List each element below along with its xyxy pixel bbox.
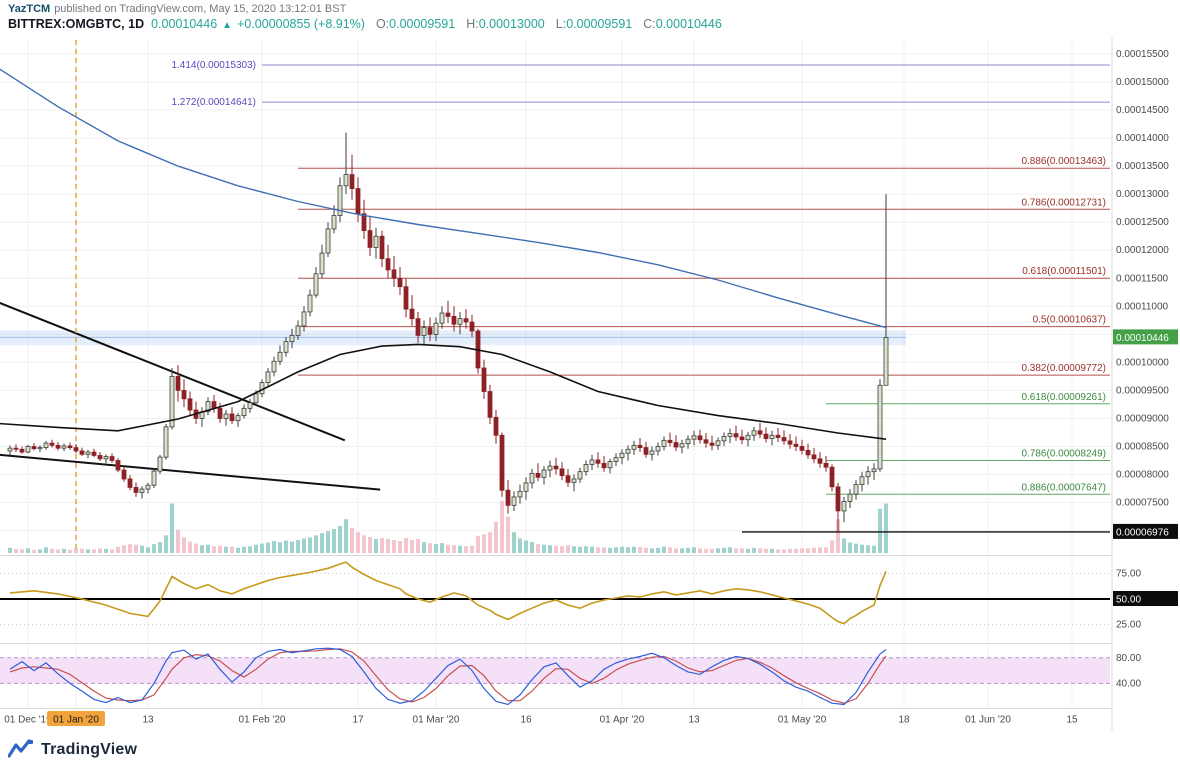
moving-averages [0,68,887,440]
open-value: 0.00009591 [389,17,456,31]
svg-text:0.00009500: 0.00009500 [1116,385,1169,396]
author-name[interactable]: YazTCM [8,3,51,15]
up-arrow-icon: ▲ [222,20,233,31]
svg-text:50.00: 50.00 [1116,595,1141,606]
symbol-info-row: BITTREX:OMGBTC, 1D 0.00010446 ▲ +0.00000855… [8,17,1180,31]
swing-low-badge: 0.00006976 [1113,523,1178,539]
high-value: 0.00013000 [478,17,545,31]
svg-text:0.00007500: 0.00007500 [1116,498,1169,509]
high-label: H: [466,17,479,31]
svg-text:0.00014000: 0.00014000 [1116,133,1169,144]
footer: TradingView [0,732,1180,768]
tradingview-logo-icon[interactable] [8,739,34,761]
svg-text:17: 17 [352,715,364,726]
grid-lines [0,40,1110,708]
rsi-pane [0,561,1110,626]
svg-text:13: 13 [688,715,700,726]
svg-text:0.00006976: 0.00006976 [1116,527,1169,538]
svg-text:01 Feb '20: 01 Feb '20 [239,715,286,726]
svg-text:0.00014500: 0.00014500 [1116,105,1169,116]
svg-text:16: 16 [520,715,532,726]
open-label: O: [375,17,390,31]
svg-text:0.618(0.00011501): 0.618(0.00011501) [1022,266,1106,277]
svg-text:0.00011000: 0.00011000 [1116,301,1169,312]
last-price-badge: 0.00010446 [1113,329,1178,345]
svg-text:0.00013500: 0.00013500 [1116,161,1169,172]
current-price-band [0,330,906,346]
publish-header: YazTCM published on TradingView.com, May … [0,0,1180,38]
svg-text:0.00009000: 0.00009000 [1116,413,1169,424]
last-price: 0.00010446 [151,17,218,31]
ma-blue-line [0,68,887,329]
svg-text:40.00: 40.00 [1116,678,1141,689]
symbol-title[interactable]: BITTREX:OMGBTC, 1D [8,17,145,31]
svg-text:0.786(0.00008249): 0.786(0.00008249) [1021,449,1106,460]
tradingview-wordmark[interactable]: TradingView [41,741,138,758]
svg-text:01 Apr '20: 01 Apr '20 [600,715,645,726]
low-label: L: [555,17,567,31]
low-value: 0.00009591 [566,17,633,31]
svg-text:75.00: 75.00 [1116,568,1141,579]
stoch-k-line [9,647,887,706]
price-axis[interactable]: 0.00015500 0.00015000 0.00014500 0.00014000… [1111,36,1180,731]
svg-text:0.00008000: 0.00008000 [1116,470,1169,481]
price-change: +0.00000855 (+8.91%) [237,17,365,31]
time-axis[interactable]: 01 Dec '19 01 Jan '20 13 01 Feb '20 17 01 Mar… [0,709,1111,731]
svg-text:01 May '20: 01 May '20 [778,715,827,726]
ohlc-close: C:0.00010446 [637,17,727,31]
svg-text:0.00010446: 0.00010446 [1116,333,1169,344]
fib-retracement-lines[interactable]: 0.886(0.00013463) 0.786(0.00012731) 0.618(… [298,156,1110,376]
svg-text:0.5(0.00010637): 0.5(0.00010637) [1033,315,1106,326]
svg-text:0.00010000: 0.00010000 [1116,357,1169,368]
fib-upward-lines[interactable]: 0.618(0.00009261) 0.786(0.00008249) 0.886(… [826,392,1110,495]
fib-extension-lines[interactable]: 1.414(0.00015303) 1.272(0.00014641) [171,60,1110,108]
close-label: C: [643,17,656,31]
svg-text:01 Mar '20: 01 Mar '20 [413,715,460,726]
svg-text:0.00008500: 0.00008500 [1116,441,1169,452]
close-value: 0.00010446 [655,17,722,31]
ma-black-line [0,343,887,440]
stochastic-pane [0,647,1110,706]
rsi-midline-badge: 50.00 [1113,591,1178,606]
volume-layer [8,501,888,553]
svg-text:18: 18 [898,715,910,726]
svg-text:80.00: 80.00 [1116,653,1141,664]
svg-text:01 Jun '20: 01 Jun '20 [965,715,1011,726]
svg-text:0.00013000: 0.00013000 [1116,189,1169,200]
ohlc-low: L:0.00009591 [550,17,637,31]
svg-text:0.00012500: 0.00012500 [1116,217,1169,228]
svg-text:0.00015500: 0.00015500 [1116,49,1169,60]
svg-text:0.786(0.00012731): 0.786(0.00012731) [1021,197,1106,208]
svg-text:15: 15 [1066,715,1078,726]
svg-text:01 Jan '20: 01 Jan '20 [53,715,99,726]
pane-separators [0,555,1180,709]
svg-text:1.272(0.00014641): 1.272(0.00014641) [171,97,256,108]
ohlc-high: H:0.00013000 [460,17,550,31]
svg-text:01 Dec '19: 01 Dec '19 [4,715,52,726]
ohlc-open: O:0.00009591 [370,17,460,31]
svg-text:0.886(0.00007647): 0.886(0.00007647) [1021,482,1106,493]
svg-text:25.00: 25.00 [1116,620,1141,631]
byline: YazTCM published on TradingView.com, May … [8,0,1180,15]
publish-info: published on TradingView.com, May 15, 20… [54,3,347,15]
svg-text:0.00015000: 0.00015000 [1116,77,1169,88]
svg-text:0.00012000: 0.00012000 [1116,245,1169,256]
candles-layer [7,132,889,532]
svg-text:0.618(0.00009261): 0.618(0.00009261) [1021,392,1106,403]
svg-text:13: 13 [142,715,154,726]
svg-text:0.382(0.00009772): 0.382(0.00009772) [1021,363,1106,374]
stoch-d-line [9,648,887,704]
svg-text:0.00011500: 0.00011500 [1116,273,1169,284]
svg-text:1.414(0.00015303): 1.414(0.00015303) [171,60,256,71]
rsi-line [9,561,887,625]
svg-text:0.886(0.00013463): 0.886(0.00013463) [1021,156,1106,167]
